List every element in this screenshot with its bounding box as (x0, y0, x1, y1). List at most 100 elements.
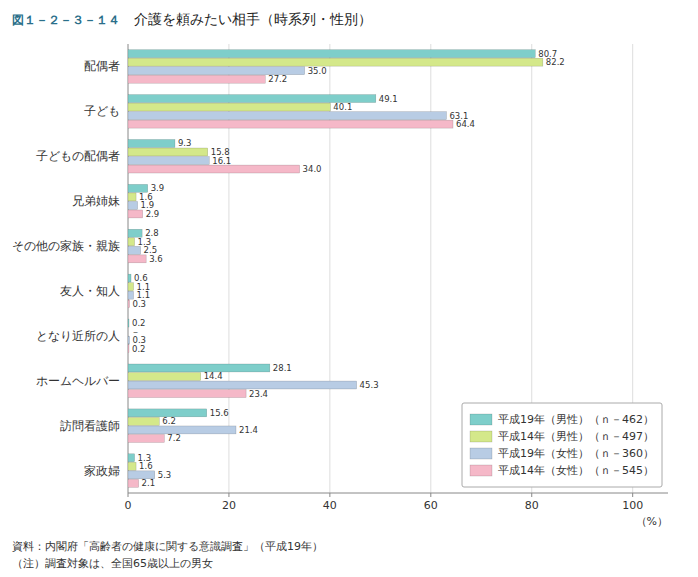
category-label: 友人・知人 (60, 284, 120, 298)
x-tick-label: 0 (125, 499, 132, 512)
legend-entry: 平成19年（男性）（ｎ－462） (498, 413, 654, 426)
data-label: 3.9 (151, 183, 165, 193)
category-label: その他の家族・親族 (12, 239, 120, 253)
figure-number: 図１－２－３－１４ (12, 13, 120, 27)
data-label: 49.1 (379, 94, 398, 104)
bar (128, 328, 129, 336)
bar (128, 434, 164, 442)
data-label: 64.4 (456, 119, 475, 129)
data-label: 23.4 (249, 389, 268, 399)
data-label: 34.0 (303, 164, 322, 174)
data-label: 2.9 (146, 209, 160, 219)
bar (128, 120, 453, 128)
bar (128, 157, 209, 165)
grid-line (128, 44, 129, 493)
data-label: 3.6 (149, 254, 163, 264)
category-label: 兄弟姉妹 (72, 194, 120, 208)
x-tick (430, 493, 431, 497)
data-label: 7.2 (167, 433, 181, 443)
bar (128, 148, 208, 156)
legend-swatch (470, 448, 492, 459)
data-label: 27.2 (268, 74, 287, 84)
x-tick (228, 493, 229, 497)
bar (128, 238, 135, 246)
category-label: 家政婦 (84, 464, 120, 478)
bar (128, 319, 129, 327)
title: 介護を頼みたい相手（時系列・性別） (134, 11, 372, 27)
bar (128, 255, 146, 263)
bar (128, 364, 270, 372)
category-label: となり近所の人 (36, 329, 120, 343)
bar (128, 210, 143, 218)
bar (128, 165, 300, 173)
bar (128, 201, 138, 209)
x-tick-label: 40 (323, 499, 337, 512)
legend-entry: 平成14年（男性）（ｎ－497） (498, 430, 654, 443)
data-label: 1.6 (139, 461, 153, 471)
grid-line (228, 44, 229, 493)
x-tick (632, 493, 633, 497)
bar (128, 336, 130, 344)
x-tick-label: 80 (525, 499, 539, 512)
x-tick-label: 20 (222, 499, 236, 512)
bar (128, 381, 357, 389)
bar (128, 246, 141, 254)
data-label: 9.3 (178, 138, 192, 148)
data-label: 35.0 (308, 66, 327, 76)
category-label: 訪問看護師 (60, 419, 120, 433)
category-label: 子どもの配偶者 (36, 149, 120, 163)
bar (128, 274, 131, 282)
bar (128, 50, 535, 58)
x-tick (531, 493, 532, 497)
bar (128, 103, 330, 111)
bar (128, 373, 201, 381)
data-label: 0.3 (133, 299, 147, 309)
legend-swatch (470, 431, 492, 442)
data-label: 2.1 (142, 478, 156, 488)
chart: 図１－２－３－１４ 介護を頼みたい相手（時系列・性別） 0 20 40 60 80 100 （%… (0, 0, 698, 577)
x-tick (329, 493, 330, 497)
bar (128, 75, 265, 83)
data-label: 14.4 (204, 371, 223, 381)
grid-line (329, 44, 330, 493)
bar (128, 390, 246, 398)
bar (128, 479, 139, 487)
footnote: 資料：内閣府「高齢者の健康に関する意識調査」（平成19年） (12, 540, 323, 553)
bar (128, 462, 136, 470)
bar (128, 454, 135, 462)
data-label: 6.2 (162, 416, 176, 426)
bar (128, 112, 446, 120)
bar (128, 426, 236, 434)
bar (128, 193, 136, 201)
data-label: 82.2 (546, 57, 565, 67)
bars (128, 50, 543, 488)
legend-box (462, 403, 662, 487)
data-label: 15.6 (210, 408, 229, 418)
x-axis-label: （%） (636, 515, 668, 528)
category-label: ホームヘルバー (36, 374, 120, 388)
data-label: 5.3 (158, 470, 172, 480)
data-label: 0.2 (132, 344, 146, 354)
bar (128, 139, 175, 147)
data-label: 16.1 (212, 156, 231, 166)
legend-swatch (470, 465, 492, 476)
category-label: 子ども (84, 104, 120, 118)
x-tick-label: 60 (424, 499, 438, 512)
legend-entry: 平成14年（女性）（ｎ－545） (498, 464, 654, 477)
legend-swatch (470, 414, 492, 425)
x-tick-label: 100 (622, 499, 643, 512)
footnote: （注）調査対象は、全国65歳以上の男女 (12, 557, 213, 570)
data-label: 40.1 (333, 102, 352, 112)
bar (128, 417, 159, 425)
bar (128, 283, 134, 291)
bar (128, 345, 129, 353)
bar (128, 58, 543, 66)
bar (128, 300, 130, 308)
legend-entry: 平成19年（女性）（ｎ－360） (498, 447, 654, 460)
category-label: 配偶者 (84, 59, 120, 73)
grid-line (430, 44, 431, 493)
legend: 平成19年（男性）（ｎ－462） 平成14年（男性）（ｎ－497） 平成19年（女性… (462, 403, 662, 487)
x-axis-line (128, 493, 668, 494)
data-label: 45.3 (360, 380, 379, 390)
data-label: 21.4 (239, 425, 258, 435)
